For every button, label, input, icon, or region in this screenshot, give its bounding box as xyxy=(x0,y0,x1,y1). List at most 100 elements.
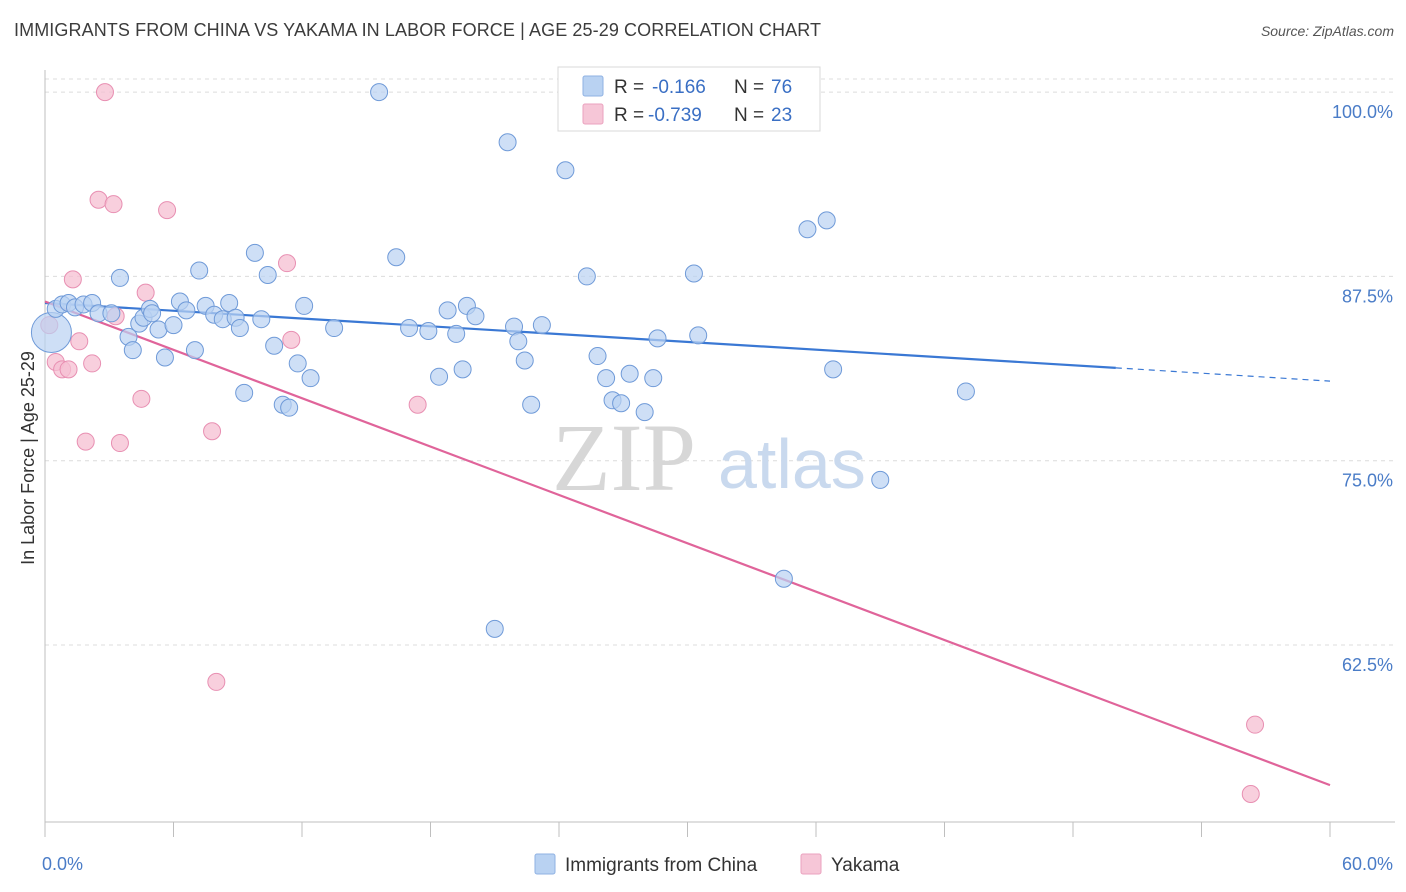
bottom-legend: Immigrants from China Yakama xyxy=(534,853,900,876)
data-point-yakama xyxy=(110,434,129,453)
legend-swatch-yakama xyxy=(582,103,604,125)
data-point-china xyxy=(438,301,457,320)
watermark-zip: ZIP xyxy=(552,404,696,511)
data-point-china xyxy=(155,348,174,367)
legend-box: R = -0.166 N = 76 R = -0.739 N = 23 xyxy=(557,66,821,132)
data-point-yakama xyxy=(278,254,297,273)
data-point-china xyxy=(258,265,277,284)
source-label: Source: ZipAtlas.com xyxy=(1260,23,1394,39)
data-point-china xyxy=(280,398,299,417)
trend-line-yakama xyxy=(44,300,1331,787)
legend-r-label: R = xyxy=(614,105,644,126)
data-point-china xyxy=(824,360,843,379)
legend-r-value-china: -0.166 xyxy=(652,77,706,98)
data-point-yakama xyxy=(89,190,108,209)
data-point-china xyxy=(30,311,72,353)
data-point-yakama xyxy=(70,332,89,351)
bottom-legend-swatch-yakama xyxy=(800,853,822,875)
data-point-china xyxy=(453,360,472,379)
data-point-yakama xyxy=(408,395,427,414)
y-tick-label: 62.5% xyxy=(1342,655,1393,675)
data-point-china xyxy=(798,220,817,239)
data-point-china xyxy=(466,307,485,326)
chart-title: IMMIGRANTS FROM CHINA VS YAKAMA IN LABOR… xyxy=(14,20,822,40)
data-point-china xyxy=(235,383,254,402)
y-tick-labels: 62.5% 75.0% 87.5% 100.0% xyxy=(1332,102,1393,675)
bottom-legend-label-yakama: Yakama xyxy=(831,855,900,876)
data-point-yakama xyxy=(158,201,177,220)
data-point-china xyxy=(648,329,667,348)
data-point-china xyxy=(522,395,541,414)
data-point-china xyxy=(301,369,320,388)
trend-line-china-extension xyxy=(1115,367,1331,382)
legend-n-value-china: 76 xyxy=(771,77,792,98)
data-point-china xyxy=(577,267,596,286)
data-point-yakama xyxy=(203,422,222,441)
legend-n-value-yakama: 23 xyxy=(771,105,792,126)
data-point-yakama xyxy=(95,83,114,102)
watermark-atlas: atlas xyxy=(718,425,866,503)
data-point-china xyxy=(149,320,168,339)
data-point-china xyxy=(515,351,534,370)
data-point-china xyxy=(370,83,389,102)
data-point-china xyxy=(265,336,284,355)
data-point-yakama xyxy=(104,195,123,214)
data-point-china xyxy=(498,133,517,152)
data-point-china xyxy=(509,332,528,351)
x-tick-label: 60.0% xyxy=(1342,854,1393,874)
data-point-china xyxy=(684,264,703,283)
data-point-china xyxy=(635,403,654,422)
data-point-china xyxy=(164,316,183,335)
data-point-china xyxy=(532,316,551,335)
y-tick-label: 75.0% xyxy=(1342,471,1393,491)
data-point-china xyxy=(597,369,616,388)
data-point-china xyxy=(177,301,196,320)
data-point-china xyxy=(817,211,836,230)
data-point-yakama xyxy=(207,672,226,691)
data-point-china xyxy=(556,161,575,180)
data-point-china xyxy=(419,321,438,340)
data-point-china xyxy=(123,341,142,360)
data-point-china xyxy=(387,248,406,267)
legend-n-label: N = xyxy=(734,77,764,98)
data-point-china xyxy=(588,347,607,366)
legend-r-value-yakama: -0.739 xyxy=(648,105,702,126)
data-point-china xyxy=(110,268,129,287)
data-point-china xyxy=(295,296,314,315)
data-point-china xyxy=(190,261,209,280)
data-point-china xyxy=(689,326,708,345)
bottom-legend-label-china: Immigrants from China xyxy=(565,855,758,876)
trend-lines xyxy=(44,300,1331,787)
data-point-china xyxy=(956,382,975,401)
data-point-china xyxy=(185,341,204,360)
y-tick-label: 100.0% xyxy=(1332,102,1393,122)
data-point-china xyxy=(325,319,344,338)
data-point-yakama xyxy=(1241,784,1260,803)
legend-r-label: R = xyxy=(614,77,644,98)
data-point-china xyxy=(620,364,639,383)
data-points xyxy=(30,83,1265,803)
data-point-yakama xyxy=(63,270,82,289)
y-axis-title: In Labor Force | Age 25-29 xyxy=(18,351,38,565)
x-tick-label: 0.0% xyxy=(42,854,83,874)
data-point-china xyxy=(252,310,271,329)
data-point-china xyxy=(143,304,162,323)
data-point-china xyxy=(245,243,264,262)
data-point-china xyxy=(102,304,121,323)
bottom-legend-swatch-china xyxy=(534,853,556,875)
data-point-yakama xyxy=(83,354,102,373)
data-point-china xyxy=(447,324,466,343)
data-point-china xyxy=(430,367,449,386)
data-point-china xyxy=(774,569,793,588)
data-point-china xyxy=(230,319,249,338)
data-point-china xyxy=(485,619,504,638)
data-point-china xyxy=(288,354,307,373)
y-tick-label: 87.5% xyxy=(1342,286,1393,306)
axes xyxy=(44,70,1395,837)
x-tick-labels: 0.0% 60.0% xyxy=(42,854,1393,874)
watermark: ZIP atlas xyxy=(552,404,866,511)
legend-swatch-china xyxy=(582,75,604,97)
data-point-china xyxy=(871,470,890,489)
data-point-yakama xyxy=(132,389,151,408)
